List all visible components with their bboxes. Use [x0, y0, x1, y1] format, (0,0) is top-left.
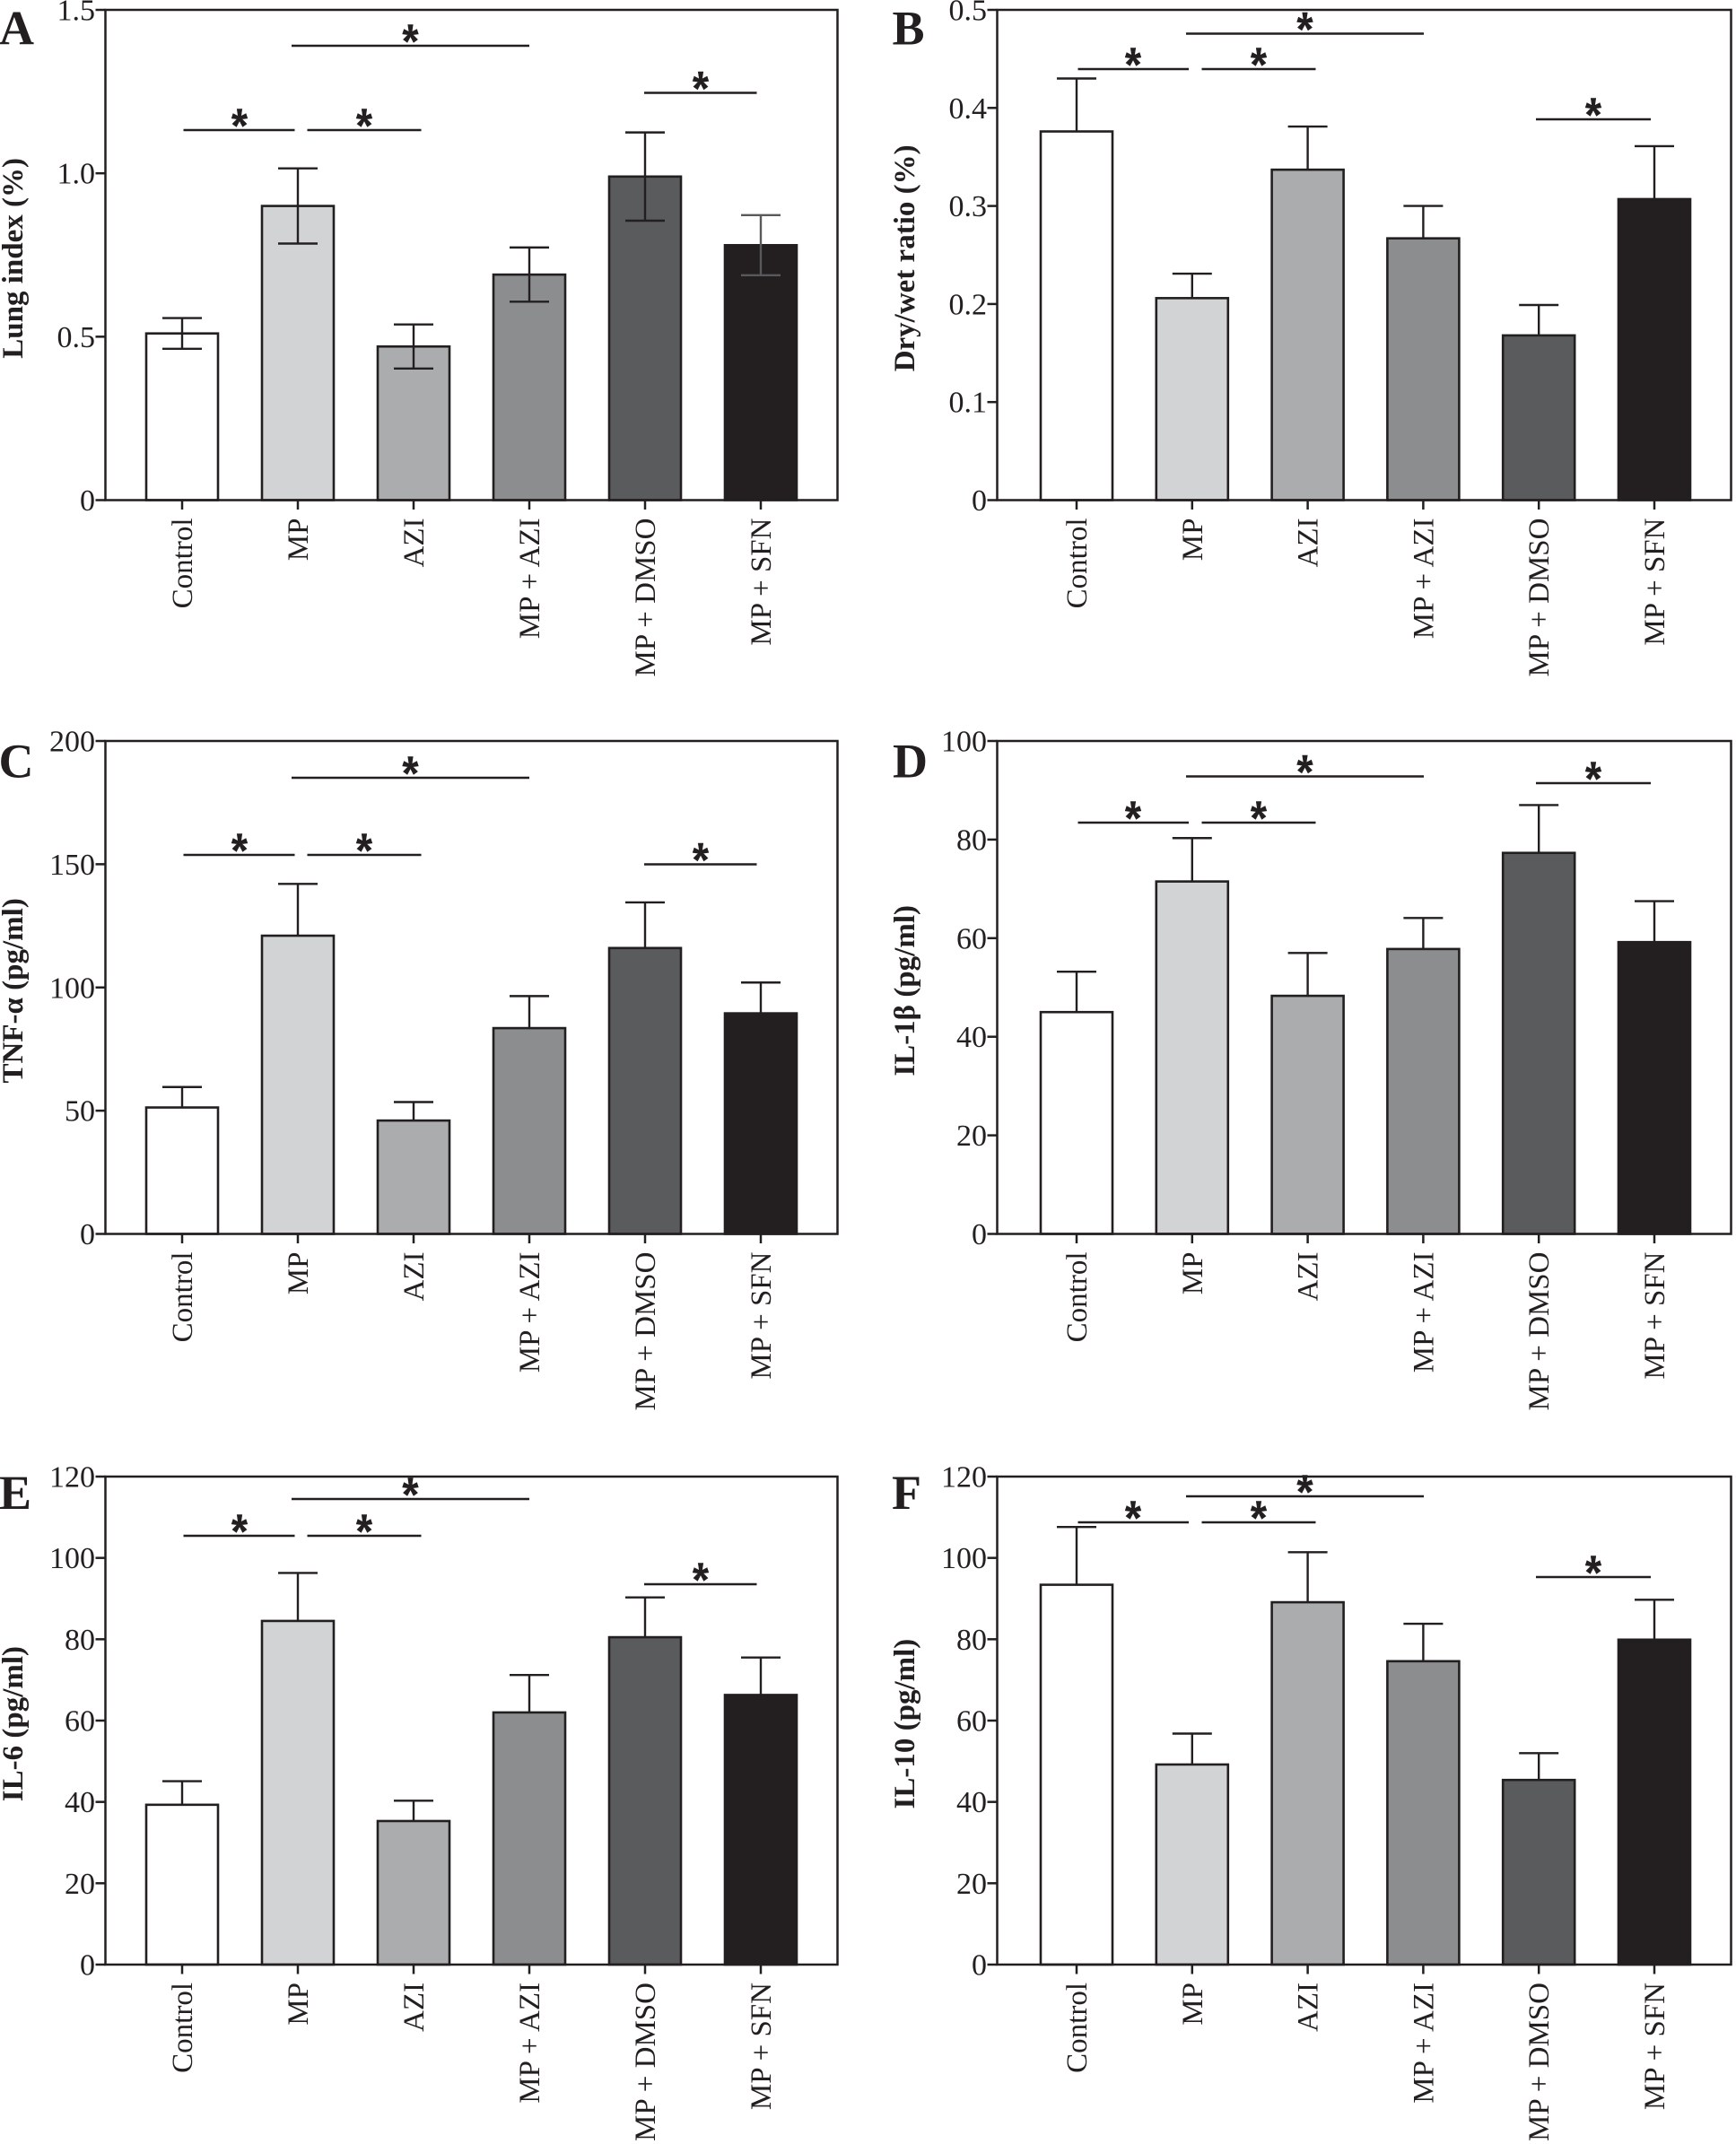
svg-text:AZI: AZI [1293, 1983, 1325, 2032]
svg-text:80: 80 [65, 1624, 95, 1657]
svg-text:20: 20 [956, 1120, 987, 1153]
svg-text:60: 60 [956, 922, 987, 955]
svg-text:Dry/wet ratio (%): Dry/wet ratio (%) [889, 144, 921, 371]
svg-text:MP + SFN: MP + SFN [1639, 1251, 1671, 1379]
svg-text:MP + AZI: MP + AZI [1408, 1252, 1440, 1373]
svg-text:TNF-α (pg/ml): TNF-α (pg/ml) [0, 898, 30, 1083]
svg-text:AZI: AZI [398, 519, 431, 568]
svg-text:MP + DMSO: MP + DMSO [1523, 1983, 1556, 2141]
svg-text:E: E [0, 1466, 31, 1520]
svg-text:20: 20 [956, 1868, 987, 1901]
svg-text:40: 40 [65, 1786, 95, 1819]
svg-text:1.5: 1.5 [57, 0, 96, 28]
svg-text:Lung index (%): Lung index (%) [0, 158, 30, 359]
svg-text:0: 0 [972, 484, 987, 518]
svg-text:1.0: 1.0 [57, 158, 96, 191]
svg-text:A: A [0, 2, 34, 56]
svg-text:MP + DMSO: MP + DMSO [1523, 1252, 1556, 1411]
svg-text:100: 100 [49, 1542, 95, 1575]
svg-text:0.3: 0.3 [949, 190, 988, 223]
svg-text:MP: MP [283, 519, 315, 562]
svg-text:MP: MP [1177, 1252, 1209, 1295]
svg-text:MP + AZI: MP + AZI [1408, 519, 1440, 640]
svg-text:20: 20 [65, 1868, 95, 1901]
svg-text:IL-10 (pg/ml): IL-10 (pg/ml) [889, 1639, 921, 1809]
svg-text:120: 120 [49, 1461, 95, 1495]
svg-text:MP + DMSO: MP + DMSO [630, 519, 662, 677]
svg-text:Control: Control [1061, 1983, 1094, 2073]
svg-text:60: 60 [65, 1705, 95, 1739]
svg-text:MP: MP [283, 1252, 315, 1295]
svg-text:MP + AZI: MP + AZI [514, 1252, 546, 1373]
svg-text:MP: MP [1177, 519, 1209, 562]
svg-text:MP + AZI: MP + AZI [514, 1983, 546, 2104]
svg-text:Control: Control [167, 1252, 199, 1343]
svg-text:0: 0 [80, 1218, 95, 1251]
svg-text:MP + SFN: MP + SFN [746, 1983, 778, 2110]
svg-text:IL-6 (pg/ml): IL-6 (pg/ml) [0, 1646, 30, 1801]
svg-text:C: C [0, 735, 34, 789]
svg-text:F: F [892, 1466, 921, 1520]
svg-text:0: 0 [80, 1949, 95, 1983]
svg-text:D: D [893, 735, 928, 789]
svg-text:AZI: AZI [398, 1252, 431, 1302]
svg-text:150: 150 [49, 849, 95, 882]
svg-text:B: B [893, 2, 925, 56]
svg-text:80: 80 [956, 1624, 987, 1657]
svg-text:MP + DMSO: MP + DMSO [1523, 519, 1556, 677]
svg-text:50: 50 [65, 1095, 95, 1129]
svg-text:Control: Control [167, 519, 199, 609]
svg-text:MP + SFN: MP + SFN [1639, 518, 1671, 645]
svg-text:80: 80 [956, 824, 987, 857]
svg-text:IL-1β (pg/ml): IL-1β (pg/ml) [889, 905, 921, 1076]
svg-text:0: 0 [972, 1218, 987, 1251]
svg-text:MP: MP [283, 1983, 315, 2026]
svg-text:100: 100 [941, 726, 987, 759]
svg-text:120: 120 [941, 1461, 987, 1495]
svg-text:AZI: AZI [1293, 519, 1325, 568]
svg-text:40: 40 [956, 1786, 987, 1819]
svg-text:MP + DMSO: MP + DMSO [630, 1983, 662, 2141]
svg-text:MP + AZI: MP + AZI [1408, 1983, 1440, 2104]
svg-text:Control: Control [1061, 1252, 1094, 1343]
svg-text:0.4: 0.4 [949, 92, 988, 126]
svg-text:MP + AZI: MP + AZI [514, 519, 546, 640]
svg-text:40: 40 [956, 1021, 987, 1054]
svg-text:AZI: AZI [1293, 1252, 1325, 1302]
svg-text:MP + SFN: MP + SFN [746, 518, 778, 645]
svg-text:100: 100 [941, 1542, 987, 1575]
svg-text:Control: Control [1061, 519, 1094, 609]
svg-text:0.2: 0.2 [949, 288, 988, 321]
svg-text:MP + DMSO: MP + DMSO [630, 1252, 662, 1411]
svg-text:100: 100 [49, 972, 95, 1005]
svg-text:MP: MP [1177, 1983, 1209, 2026]
svg-text:200: 200 [49, 726, 95, 759]
svg-text:0.1: 0.1 [949, 387, 988, 420]
svg-text:0: 0 [80, 484, 95, 518]
svg-text:MP + SFN: MP + SFN [746, 1251, 778, 1379]
svg-text:AZI: AZI [398, 1983, 431, 2032]
svg-text:0: 0 [972, 1949, 987, 1983]
svg-text:60: 60 [956, 1705, 987, 1739]
svg-text:0.5: 0.5 [949, 0, 988, 28]
svg-text:0.5: 0.5 [57, 321, 96, 354]
svg-text:Control: Control [167, 1983, 199, 2073]
svg-text:MP + SFN: MP + SFN [1639, 1983, 1671, 2110]
